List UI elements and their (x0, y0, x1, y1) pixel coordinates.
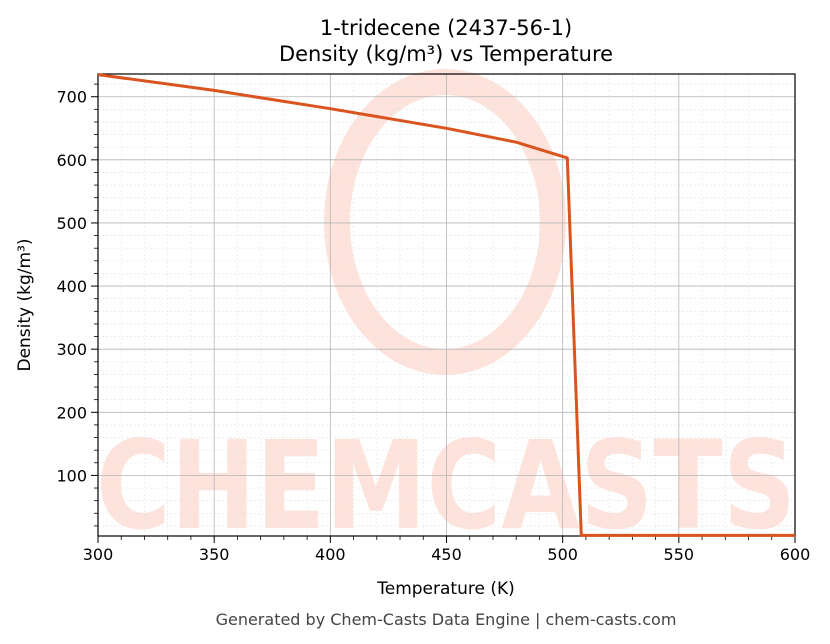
y-tick-label: 300 (56, 340, 87, 359)
y-tick-label: 100 (56, 466, 87, 485)
x-tick-label: 500 (547, 545, 578, 564)
watermark-text: CHEMCASTS (96, 415, 796, 557)
watermark: CHEMCASTS (96, 69, 796, 557)
y-tick-labels: 100 200 300 400 500 600 700 (56, 88, 87, 486)
x-tick-label: 600 (780, 545, 811, 564)
x-axis-label: Temperature (K) (376, 579, 515, 599)
y-tick-label: 700 (56, 88, 87, 107)
series-layer (97, 73, 796, 537)
x-tick-label: 400 (315, 545, 346, 564)
major-gridlines (97, 74, 796, 536)
y-axis-label: Density (kg/m³) (15, 238, 35, 371)
y-tick-label: 500 (56, 214, 87, 233)
density-series-line (97, 73, 795, 537)
y-tick-label: 400 (56, 277, 87, 296)
x-tick-label: 300 (83, 545, 114, 564)
footer-credit: Generated by Chem-Casts Data Engine | ch… (216, 610, 677, 629)
x-tick-label: 450 (431, 545, 462, 564)
x-tick-label: 550 (664, 545, 695, 564)
y-tick-label: 200 (56, 403, 87, 422)
x-tick-labels: 300 350 400 450 500 550 600 (83, 545, 811, 564)
chart-title: 1-tridecene (2437-56-1) (320, 16, 572, 40)
chart-subtitle: Density (kg/m³) vs Temperature (279, 42, 613, 66)
x-tick-label: 350 (199, 545, 230, 564)
watermark-ring (324, 69, 566, 375)
y-tick-label: 600 (56, 151, 87, 170)
